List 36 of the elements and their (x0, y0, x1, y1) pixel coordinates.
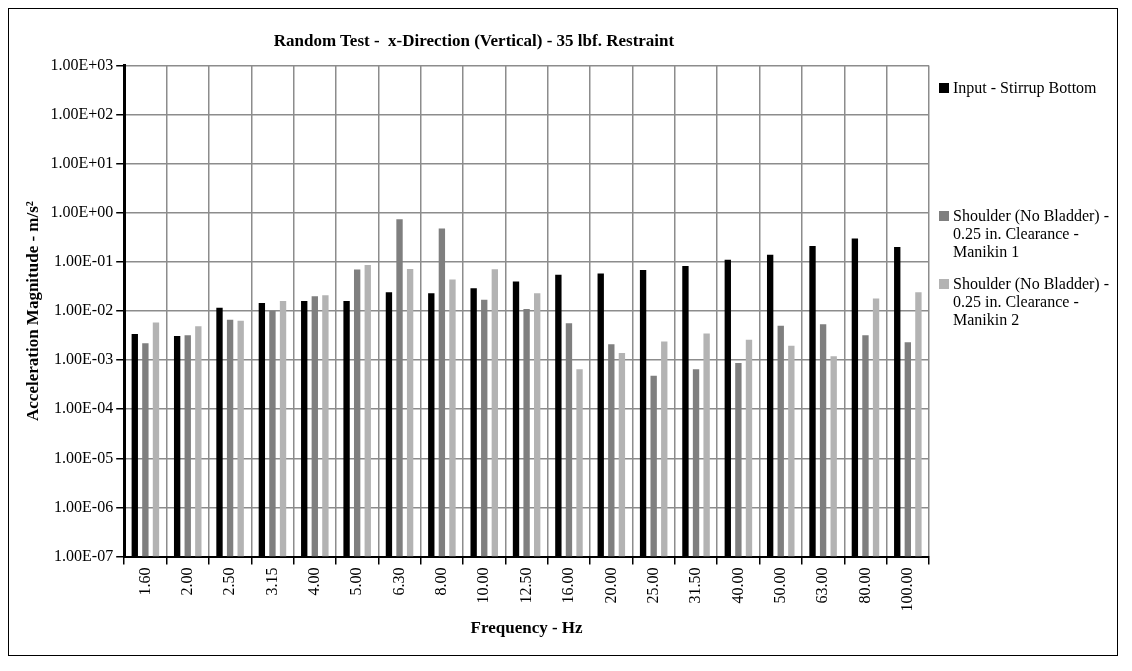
x-tick-label: 80.00 (855, 567, 873, 604)
x-tick-label: 6.30 (389, 567, 407, 596)
x-tick-label: 4.00 (305, 567, 323, 596)
y-tick-label: 1.00E-04 (54, 399, 114, 417)
y-tick-label: 1.00E-01 (54, 252, 114, 270)
x-tick-label: 12.50 (516, 567, 534, 604)
y-tick-label: 1.00E+01 (50, 153, 114, 171)
x-tick-label: 20.00 (601, 567, 619, 604)
y-tick-label: 1.00E-03 (54, 350, 114, 368)
x-tick-label: 1.60 (135, 567, 153, 596)
y-tick-label: 1.00E-06 (54, 497, 114, 515)
y-tick-label: 1.00E+02 (50, 104, 114, 122)
x-tick-label: 8.00 (432, 567, 450, 596)
x-tick-label: 100.00 (898, 567, 916, 612)
y-tick-label: 1.00E-07 (54, 546, 114, 564)
x-tick-label: 31.50 (686, 567, 704, 604)
x-tick-label: 50.00 (770, 567, 788, 604)
legend-label: Shoulder (No Bladder) - 0.25 in. Clearance - Manikin 2 (953, 275, 1109, 329)
x-tick-label: 25.00 (643, 567, 661, 604)
chart-title: Random Test - x-Direction (Vertical) - 35 lbf. Restraint (273, 30, 675, 50)
x-tick-label: 2.00 (177, 567, 195, 596)
y-axis-title: Acceleration Magnitude - m/s² (22, 201, 42, 421)
y-tick-label: 1.00E+03 (50, 55, 114, 73)
x-tick-label: 2.50 (220, 567, 238, 596)
x-tick-label: 63.00 (813, 567, 831, 604)
x-tick-label: 5.00 (347, 567, 365, 596)
x-tick-label: 40.00 (728, 567, 746, 604)
legend-label: Input - Stirrup Bottom (953, 79, 1097, 97)
y-tick-label: 1.00E-05 (54, 448, 114, 466)
x-axis-title: Frequency - Hz (470, 618, 584, 638)
y-tick-label: 1.00E+00 (50, 202, 114, 220)
legend-label: Shoulder (No Bladder) - 0.25 in. Clearance - Manikin 1 (953, 207, 1109, 261)
x-tick-label: 16.00 (559, 567, 577, 604)
x-tick-label: 10.00 (474, 567, 492, 604)
x-tick-label: 3.15 (262, 567, 280, 596)
y-tick-label: 1.00E-02 (54, 301, 114, 319)
